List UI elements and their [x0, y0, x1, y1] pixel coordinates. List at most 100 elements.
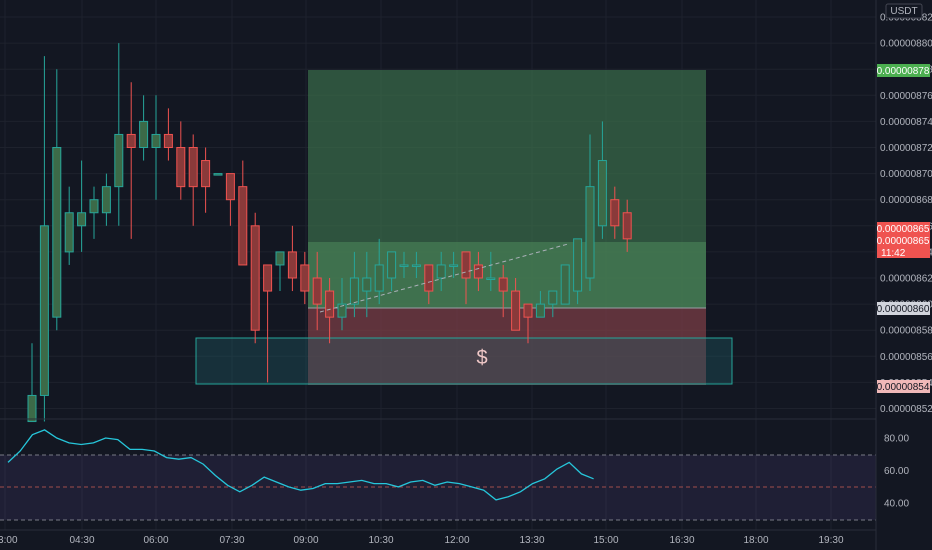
- candle: [325, 278, 335, 344]
- time-tick-label: 09:00: [293, 535, 318, 546]
- candle: [436, 251, 446, 292]
- price-tick-label: 0.00000880: [880, 39, 932, 50]
- candle-body: [139, 120, 149, 149]
- candle: [610, 186, 620, 239]
- candle: [411, 251, 421, 278]
- candle-body: [287, 251, 297, 279]
- rsi-tick-label: 80.00: [884, 434, 909, 445]
- currency-button[interactable]: USDT: [885, 3, 923, 19]
- candle-body: [250, 225, 260, 331]
- candle-body: [461, 251, 471, 279]
- price-tick-label: 0.00000874: [880, 117, 932, 128]
- candle: [449, 251, 459, 278]
- time-tick-label: 07:30: [219, 535, 244, 546]
- candle: [188, 134, 198, 226]
- rsi-line: [7, 429, 594, 501]
- candle: [114, 43, 124, 226]
- candle-body: [89, 199, 99, 214]
- time-tick-label: 16:30: [669, 535, 694, 546]
- time-tick-label: 19:30: [818, 535, 843, 546]
- candle: [622, 199, 632, 252]
- candle-body: [399, 264, 409, 267]
- candle: [64, 186, 74, 265]
- candle: [238, 160, 248, 266]
- candle-body: [114, 133, 124, 188]
- rsi-axis: 80.00 60.00 40.00: [884, 434, 909, 510]
- candle: [461, 251, 471, 305]
- entry-price-tag: 0.00000860: [877, 302, 930, 315]
- candle-body: [622, 212, 632, 240]
- candle-body: [188, 147, 198, 188]
- candle-body: [300, 264, 310, 292]
- candle-body: [597, 160, 607, 227]
- candle-body: [325, 290, 335, 318]
- candle-body: [27, 394, 37, 423]
- candle-body: [573, 238, 583, 292]
- candle: [523, 303, 533, 344]
- candle: [300, 251, 310, 305]
- time-axis[interactable]: 03:00 04:30 06:00 07:30 09:00 10:30 12:00 13:30…: [0, 535, 844, 546]
- candle: [312, 251, 322, 331]
- candle: [560, 264, 570, 305]
- candle-body: [560, 264, 570, 305]
- candle: [176, 121, 186, 200]
- candle-body: [337, 303, 347, 318]
- price-tick-label: 0.00000868: [880, 195, 932, 206]
- svg-text:0.00000878: 0.00000878: [877, 66, 930, 77]
- candle-body: [263, 264, 273, 292]
- price-tick-label: 0.00000876: [880, 91, 932, 102]
- candle: [573, 238, 583, 305]
- candle: [287, 225, 297, 292]
- candle: [250, 212, 260, 344]
- svg-text:0.00000865: 0.00000865: [877, 236, 930, 247]
- candle-body: [151, 133, 161, 148]
- candle: [39, 56, 49, 422]
- candle: [163, 108, 173, 161]
- dollar-annotation[interactable]: $: [476, 347, 487, 369]
- trend-dashed-line[interactable]: [319, 243, 569, 313]
- candle-body: [225, 173, 235, 201]
- time-tick-label: 10:30: [368, 535, 393, 546]
- candle-body: [374, 264, 384, 292]
- candle: [225, 173, 235, 226]
- candle: [362, 251, 372, 318]
- candle-body: [387, 251, 397, 279]
- time-tick-label: 18:00: [743, 535, 768, 546]
- candle-body: [523, 303, 533, 318]
- support-box[interactable]: [195, 337, 733, 385]
- price-tick-label: 0.00000862: [880, 274, 932, 285]
- candle: [101, 173, 111, 226]
- price-tick-label: 0.00000856: [880, 352, 932, 363]
- candle: [387, 251, 397, 292]
- candle: [374, 238, 384, 305]
- candle-body: [362, 277, 372, 292]
- candle: [597, 121, 607, 239]
- time-tick-label: 03:00: [0, 535, 18, 546]
- candle-body: [424, 264, 434, 292]
- svg-text:11:42: 11:42: [881, 248, 906, 259]
- candle-body: [163, 133, 173, 148]
- candle: [52, 69, 62, 331]
- candle-body: [39, 225, 49, 396]
- candle-body: [548, 290, 558, 305]
- candle: [139, 95, 149, 161]
- candle-body: [449, 264, 459, 267]
- candle: [263, 264, 273, 383]
- price-tick-label: 0.00000870: [880, 169, 932, 180]
- stop-price-tag: 0.00000854: [877, 380, 930, 393]
- candle-body: [126, 133, 136, 148]
- candle-body: [498, 277, 508, 292]
- rsi-tick-label: 60.00: [884, 466, 909, 477]
- candle: [585, 134, 595, 292]
- candle: [126, 82, 136, 239]
- candle: [424, 264, 434, 305]
- price-tick-label: 0.00000872: [880, 143, 932, 154]
- candle-body: [64, 212, 74, 253]
- candle: [27, 343, 37, 423]
- candle-body: [610, 199, 620, 227]
- candle-body: [201, 160, 211, 188]
- candle-body: [535, 303, 545, 318]
- candle: [213, 173, 223, 176]
- loss-zone[interactable]: [308, 308, 706, 385]
